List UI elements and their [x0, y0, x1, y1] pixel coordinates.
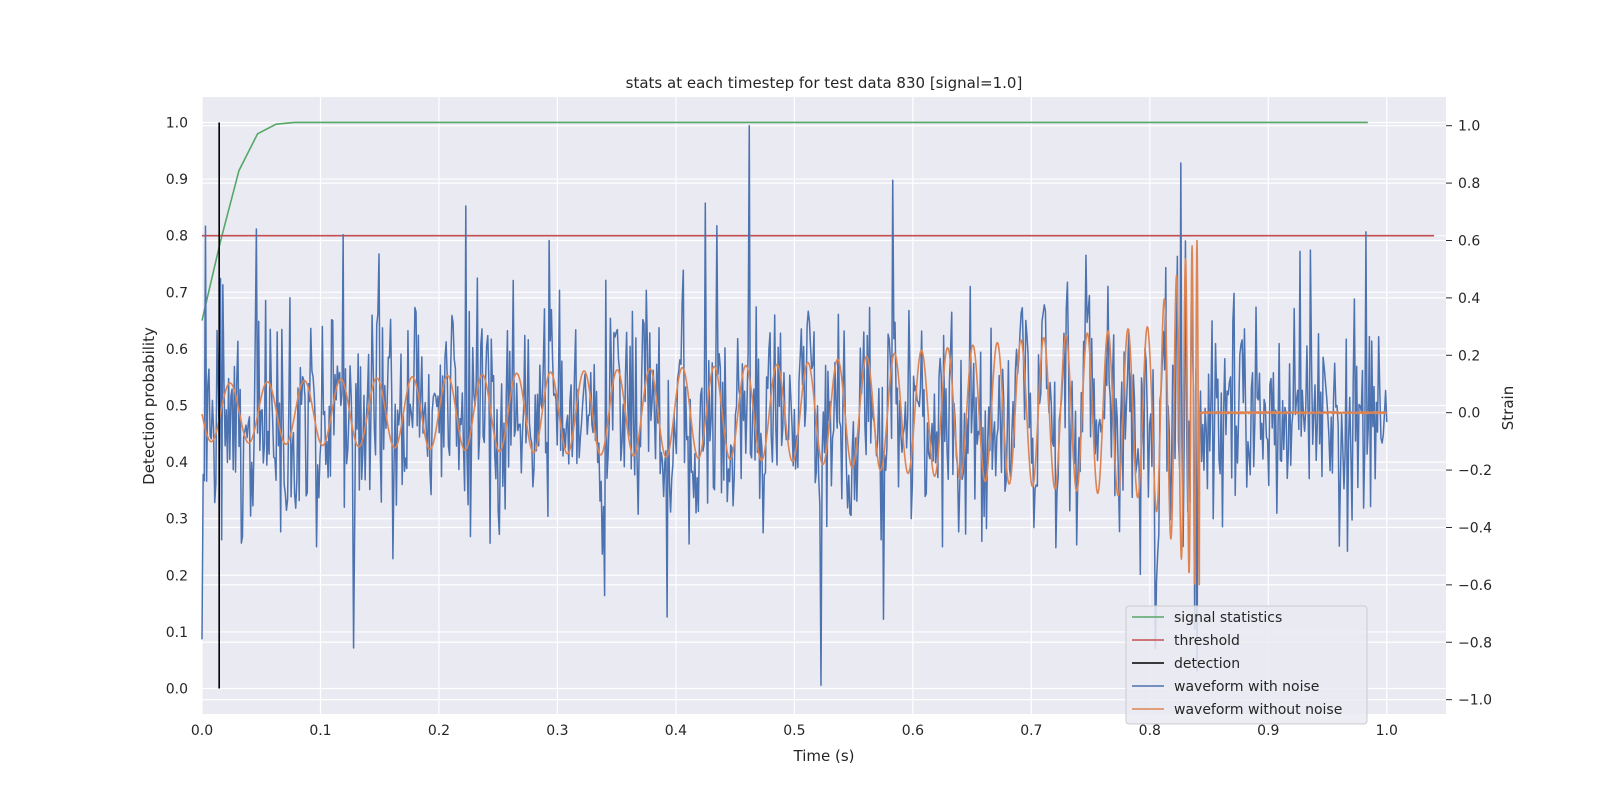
y-tick-label: 0.7	[166, 285, 188, 301]
x-tick-label: 1.0	[1376, 723, 1398, 739]
x-tick-label: 0.3	[546, 723, 568, 739]
legend: signal statistics threshold detection wa…	[1125, 605, 1368, 725]
y-tick-label: 0.0	[166, 682, 188, 698]
legend-label-threshold: threshold	[1174, 633, 1240, 649]
y-tick-label: 0.3	[166, 512, 188, 528]
legend-label-waveform-without-noise: waveform without noise	[1174, 702, 1342, 718]
legend-box	[1125, 605, 1368, 725]
legend-label-waveform-with-noise: waveform with noise	[1174, 679, 1319, 695]
waveform-with-noise-line	[201, 124, 1388, 687]
y-tick-label: 0.1	[166, 625, 188, 641]
x-tick-label: 0.1	[309, 723, 331, 739]
y-tick-label: 0.9	[166, 172, 188, 188]
y-tick-label: 0.6	[166, 342, 188, 358]
series-layer	[201, 121, 1435, 689]
y2-tick-label: −1.0	[1458, 693, 1492, 709]
x-tick-label: 0.5	[783, 723, 805, 739]
y-tick-label: 1.0	[166, 115, 188, 131]
x-tick-label: 0.0	[191, 723, 213, 739]
x-tick-label: 0.6	[902, 723, 924, 739]
x-axis-label: Time (s)	[793, 747, 855, 765]
x-tick-label: 0.7	[1020, 723, 1042, 739]
y-tick-label: 0.5	[166, 399, 188, 415]
x-tick-label: 0.4	[665, 723, 687, 739]
chart-title: stats at each timestep for test data 830…	[626, 74, 1023, 92]
y2-tick-label: 0.8	[1458, 176, 1480, 192]
x-tick-label: 0.9	[1257, 723, 1279, 739]
signal-statistics-line	[201, 121, 1368, 321]
legend-label-detection: detection	[1174, 656, 1240, 672]
legend-label-signal-statistics: signal statistics	[1174, 610, 1282, 626]
y2-axis-label: Strain	[1499, 386, 1517, 430]
ticks: 0.0 0.1 0.2 0.3 0.4 0.5 0.6 0.7 0.8 0.9 1.0 0.0 0.1 0…	[166, 115, 1492, 739]
y2-tick-label: 1.0	[1458, 119, 1480, 135]
y2-tick-label: 0.6	[1458, 233, 1480, 249]
y-tick-label: 0.4	[166, 455, 188, 471]
y-axis-label: Detection probability	[140, 327, 158, 485]
waveform-without-noise-line	[201, 239, 1388, 586]
x-tick-label: 0.8	[1139, 723, 1161, 739]
y2-tick-label: 0.2	[1458, 348, 1480, 364]
y2-tick-label: −0.4	[1458, 520, 1492, 536]
y2-tick-label: −0.8	[1458, 635, 1492, 651]
y2-tick-label: 0.0	[1458, 406, 1480, 422]
x-tick-label: 0.2	[428, 723, 450, 739]
y2-tick-label: 0.4	[1458, 291, 1480, 307]
y-tick-label: 0.2	[166, 568, 188, 584]
y-tick-label: 0.8	[166, 229, 188, 245]
y2-tick-label: −0.6	[1458, 578, 1492, 594]
y2-tick-label: −0.2	[1458, 463, 1492, 479]
